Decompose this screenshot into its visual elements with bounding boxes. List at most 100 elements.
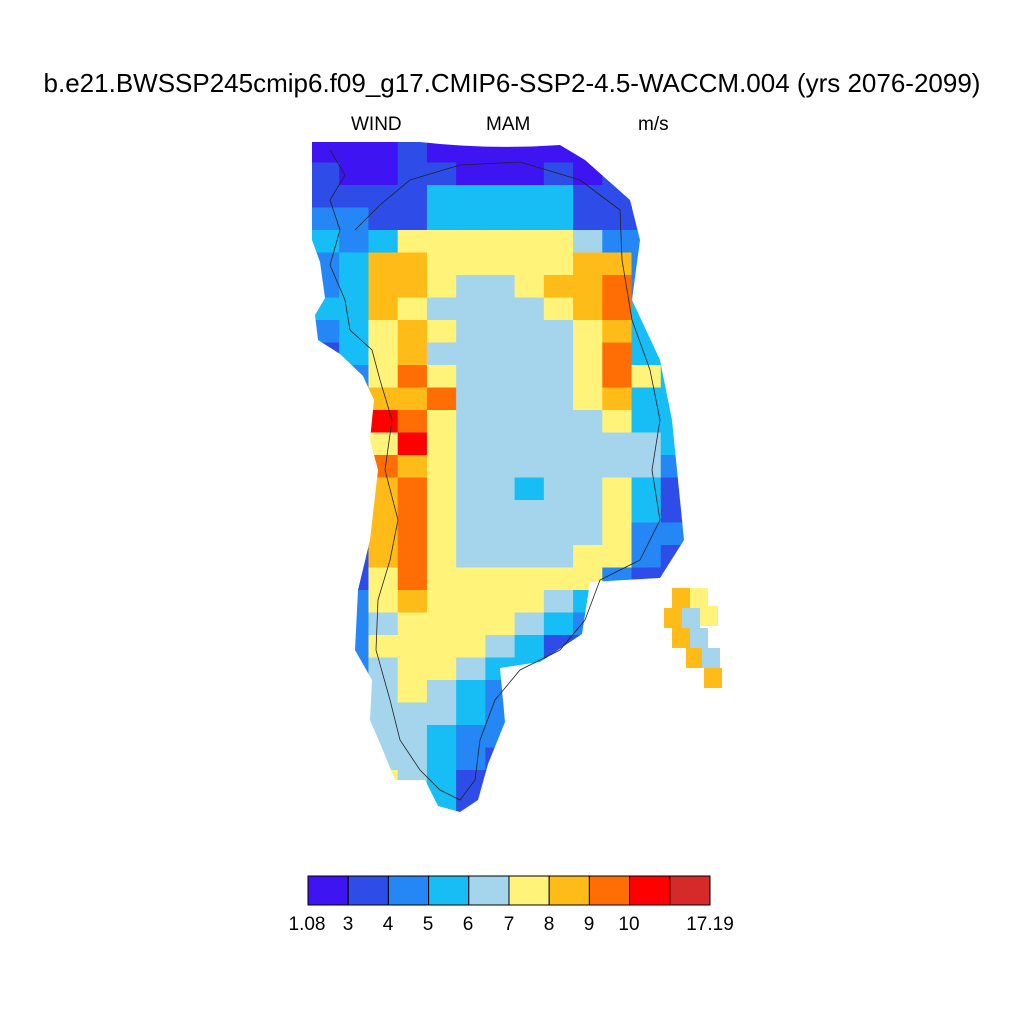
wind-cell xyxy=(312,207,340,231)
wind-cell xyxy=(456,612,486,636)
wind-cell xyxy=(573,387,603,411)
wind-cell xyxy=(573,297,603,321)
wind-cell xyxy=(514,365,545,389)
wind-cell xyxy=(368,142,399,164)
colorbar-tick-label: 8 xyxy=(544,914,555,935)
wind-cell xyxy=(397,432,428,456)
wind-cell xyxy=(543,342,574,366)
colorbar-tick-label: 17.19 xyxy=(686,914,734,935)
wind-cell xyxy=(456,342,486,366)
wind-cell xyxy=(543,252,574,276)
wind-cell xyxy=(543,275,574,299)
wind-cell xyxy=(339,142,370,164)
wind-cell xyxy=(602,365,633,389)
wind-cell xyxy=(602,297,633,321)
wind-cell xyxy=(368,297,399,321)
island-cell xyxy=(690,628,708,648)
wind-cell xyxy=(339,207,370,231)
island-cell xyxy=(700,606,718,626)
wind-cell xyxy=(456,635,486,659)
wind-cell xyxy=(397,477,428,501)
wind-cell xyxy=(485,342,516,366)
wind-cell xyxy=(339,297,370,321)
wind-cell xyxy=(485,477,516,501)
wind-cell xyxy=(339,320,370,344)
wind-cell xyxy=(602,522,633,546)
wind-cell xyxy=(485,635,516,659)
wind-cell xyxy=(602,320,633,344)
wind-cell xyxy=(456,455,486,479)
wind-cell xyxy=(456,725,486,749)
wind-cell xyxy=(397,702,428,726)
wind-cell xyxy=(368,207,399,231)
wind-cell xyxy=(426,275,457,299)
wind-cell xyxy=(426,612,457,636)
wind-cell xyxy=(456,185,486,209)
wind-cell xyxy=(573,455,603,479)
wind-cell xyxy=(573,365,603,389)
wind-cell xyxy=(312,162,340,186)
wind-cell xyxy=(368,230,399,254)
wind-cell xyxy=(456,567,486,591)
wind-cell xyxy=(397,545,428,569)
wind-cell xyxy=(426,142,457,164)
wind-cell xyxy=(631,387,662,411)
wind-cell xyxy=(456,590,486,614)
wind-cell xyxy=(397,365,428,389)
wind-cell xyxy=(514,207,545,231)
wind-cell xyxy=(426,635,457,659)
wind-cell xyxy=(485,252,516,276)
wind-cell xyxy=(573,410,603,434)
wind-cell xyxy=(426,185,457,209)
wind-cell xyxy=(456,500,486,524)
wind-cell xyxy=(602,545,633,569)
wind-cell xyxy=(485,522,516,546)
wind-cell xyxy=(573,477,603,501)
wind-cell xyxy=(543,297,574,321)
wind-cell xyxy=(426,590,457,614)
wind-cell xyxy=(397,342,428,366)
wind-cell xyxy=(397,500,428,524)
wind-cell xyxy=(456,230,486,254)
wind-cell xyxy=(368,522,399,546)
wind-cell xyxy=(573,185,603,209)
wind-cell xyxy=(339,252,370,276)
wind-cell xyxy=(368,545,399,569)
season-label: MAM xyxy=(486,114,531,135)
wind-cell xyxy=(631,455,662,479)
wind-cell xyxy=(514,252,545,276)
wind-cell xyxy=(368,635,399,659)
wind-cell xyxy=(485,297,516,321)
wind-cell xyxy=(368,590,399,614)
colorbar-swatch xyxy=(307,875,349,906)
wind-cell xyxy=(397,635,428,659)
wind-cell xyxy=(397,320,428,344)
wind-cell xyxy=(426,365,457,389)
wind-cell xyxy=(514,567,545,591)
wind-cell xyxy=(543,365,574,389)
wind-cell xyxy=(368,387,399,411)
colorbar-swatch xyxy=(669,875,711,906)
wind-cell xyxy=(456,770,486,794)
wind-cell xyxy=(514,455,545,479)
wind-cell xyxy=(426,455,457,479)
coastline xyxy=(329,149,661,801)
island-cell xyxy=(672,628,690,648)
wind-cell xyxy=(368,702,399,726)
wind-cell xyxy=(426,477,457,501)
wind-cell xyxy=(397,657,428,681)
wind-cell xyxy=(660,500,684,524)
wind-cell xyxy=(456,680,486,704)
island-cell xyxy=(672,588,690,608)
wind-cell xyxy=(602,432,633,456)
wind-cell xyxy=(543,477,574,501)
colorbar-tick-label: 9 xyxy=(584,914,595,935)
wind-cell xyxy=(368,252,399,276)
wind-cell xyxy=(514,142,545,164)
wind-cell xyxy=(368,320,399,344)
wind-cell xyxy=(573,545,603,569)
wind-cell xyxy=(456,702,486,726)
wind-cell xyxy=(456,297,486,321)
colorbar-tick-label: 1.08 xyxy=(289,914,326,935)
